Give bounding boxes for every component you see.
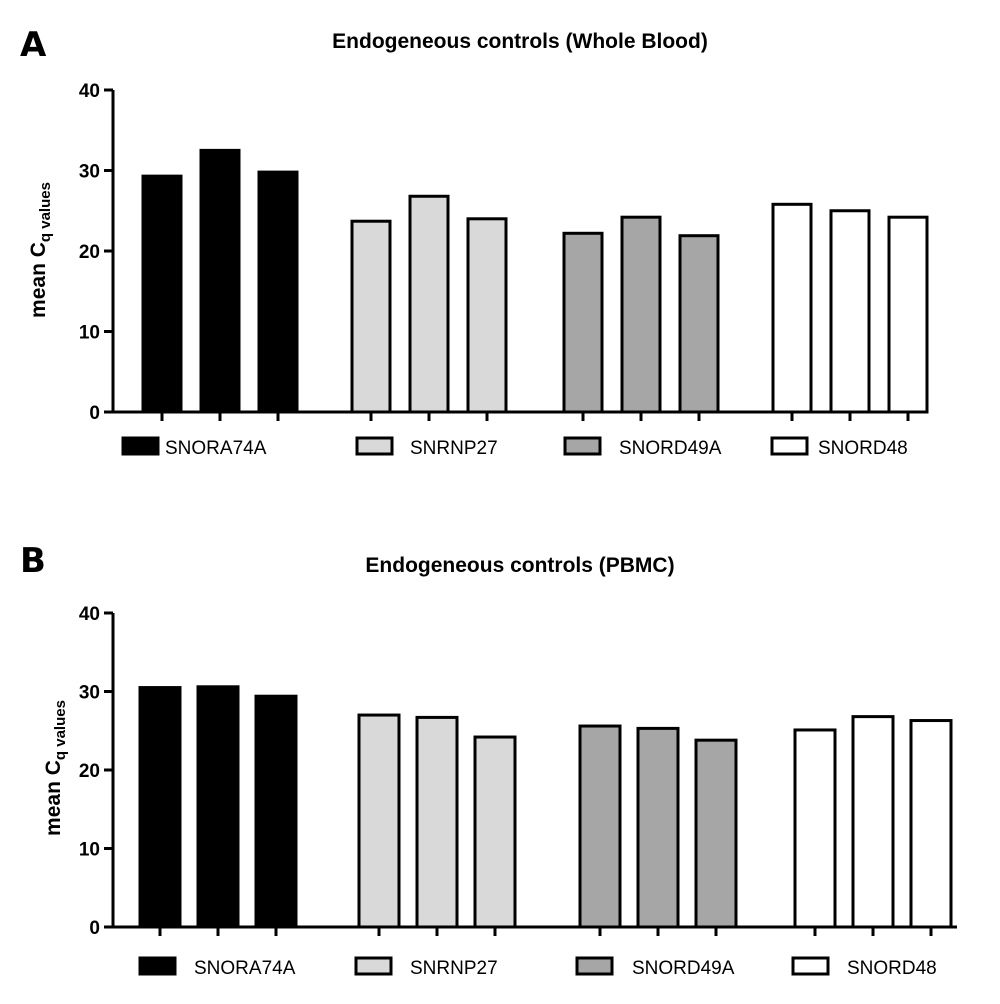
panel-b-bar-snora74a — [196, 685, 240, 929]
panel-a-bar-snord48 — [829, 209, 871, 414]
panel-a-bar-snora74a — [141, 174, 183, 414]
panel-a-chart: 0 10 20 30 40 SNORA74A SNRNP27 SNORD49A SNORD48 — [79, 81, 929, 459]
panel-a-bar-snord48 — [771, 202, 813, 414]
panel-b-legend-label-snord48: SNORD48 — [847, 958, 937, 979]
panel-b-y-tick-label: 0 — [89, 918, 100, 939]
panel-a-bar-snord49a — [620, 215, 662, 414]
panel-b-y-tick-label: 10 — [79, 840, 100, 861]
panel-b-legend-swatch-snora74a — [138, 956, 177, 976]
panel-b-bar-snord48 — [909, 719, 953, 929]
panel-b-bar-snord48 — [793, 728, 837, 929]
panel-a-y-tick-label: 0 — [89, 403, 100, 424]
panel-b-y-tick-label: 30 — [79, 683, 100, 704]
panel-b-chart: 0 10 20 30 40 SNORA74A SNRNP27 SNORD49A SNORD48 — [79, 604, 957, 979]
panel-a-y-tick-label: 20 — [79, 242, 100, 263]
panel-b-title: Endogeneous controls (PBMC) — [365, 554, 674, 577]
panel-b-y-tick-label: 40 — [79, 604, 100, 625]
panel-a-bar-snord49a — [562, 231, 604, 414]
panel-b-label: B — [20, 541, 46, 581]
panel-a-y-axis-label-main: mean C — [27, 242, 50, 318]
panel-a-legend-label-snrnp27: SNRNP27 — [410, 438, 498, 459]
panel-b-bar-snord49a — [578, 724, 622, 929]
panel-b-bar-snora74a — [254, 694, 298, 929]
panel-b-y-axis-label: mean Cq values — [42, 700, 69, 836]
panel-b-legend-swatch-snord49a — [575, 956, 614, 976]
panel-b-y-tick-label: 20 — [79, 761, 100, 782]
panel-a-label: A — [20, 25, 47, 65]
panel-a-legend-swatch-snora74a — [121, 436, 160, 456]
panel-b-legend-label-snrnp27: SNRNP27 — [410, 958, 498, 979]
panel-b-bar-snrnp27 — [415, 715, 459, 929]
panel-a-y-tick-label: 30 — [79, 162, 100, 183]
panel-b-bar-snord49a — [636, 726, 680, 929]
panel-b-bar-snrnp27 — [473, 735, 517, 929]
panel-b-legend-label-snord49a: SNORD49A — [632, 958, 735, 979]
panel-b-y-axis-label-main: mean C — [42, 760, 65, 836]
panel-b-legend-swatch-snrnp27 — [354, 956, 393, 976]
panel-a-legend-swatch-snord48 — [770, 436, 809, 456]
panel-a-y-axis-label-sub: q values — [37, 182, 54, 242]
panel-a-bar-snora74a — [199, 148, 241, 414]
panel-a-bar-snrnp27 — [466, 217, 508, 414]
panel-a-bar-snrnp27 — [350, 219, 392, 414]
panel-a-y-tick-label: 40 — [79, 81, 100, 102]
panel-b-bar-snord48 — [851, 715, 895, 929]
panel-a-legend-swatch-snord49a — [563, 436, 602, 456]
panel-b-legend-swatch-snord48 — [791, 956, 830, 976]
panel-b-bar-snora74a — [138, 686, 182, 929]
panel-b-legend-label-snora74a: SNORA74A — [194, 958, 296, 979]
panel-a-y-tick-label: 10 — [79, 323, 100, 344]
panel-a-bar-snora74a — [257, 170, 299, 414]
panel-b-bar-snrnp27 — [357, 713, 401, 929]
panel-a-bar-snord49a — [678, 234, 720, 414]
panel-a-legend-label-snord49a: SNORD49A — [619, 438, 722, 459]
panel-a-bar-snrnp27 — [408, 194, 450, 414]
panel-a-bar-snord48 — [887, 215, 929, 414]
panel-a-legend-label-snord48: SNORD48 — [818, 438, 908, 459]
panel-b-y-axis-label-sub: q values — [52, 700, 69, 760]
panel-a-title: Endogeneous controls (Whole Blood) — [332, 30, 708, 53]
panel-a-legend-label-snora74a: SNORA74A — [165, 438, 267, 459]
panel-a-legend-swatch-snrnp27 — [355, 436, 394, 456]
panel-b-bar-snord49a — [694, 738, 738, 929]
panel-a-y-axis-label: mean Cq values — [27, 182, 54, 318]
